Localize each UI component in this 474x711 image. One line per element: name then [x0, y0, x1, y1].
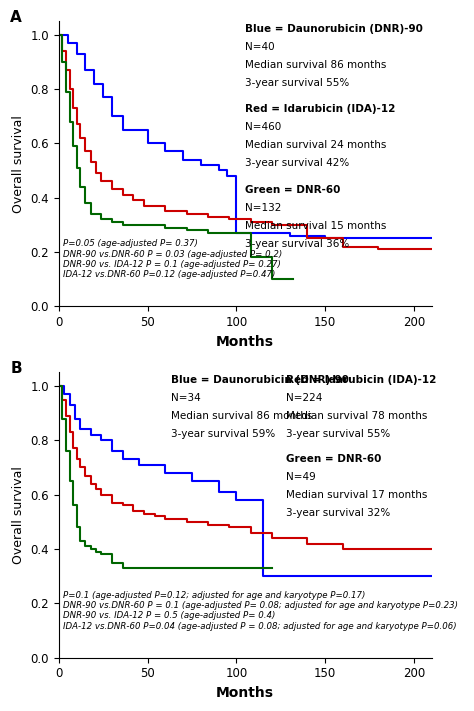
- Text: Median survival 17 months: Median survival 17 months: [286, 490, 428, 501]
- Text: N=224: N=224: [286, 393, 323, 403]
- Text: Green = DNR-60: Green = DNR-60: [245, 185, 341, 195]
- Text: N=132: N=132: [245, 203, 282, 213]
- Text: N=40: N=40: [245, 42, 275, 52]
- Text: Median survival 86 months: Median survival 86 months: [245, 60, 387, 70]
- Text: P=0.1 (age-adjusted P=0.12; adjusted for age and karyotype P=0.17)
DNR-90 vs.DNR: P=0.1 (age-adjusted P=0.12; adjusted for…: [63, 591, 457, 631]
- Text: 3-year survival 36%: 3-year survival 36%: [245, 239, 349, 249]
- Y-axis label: Overall survival: Overall survival: [12, 466, 25, 564]
- Text: Red = Idarubicin (IDA)-12: Red = Idarubicin (IDA)-12: [245, 105, 396, 114]
- Text: A: A: [10, 10, 22, 25]
- Text: 3-year survival 42%: 3-year survival 42%: [245, 159, 349, 169]
- Text: Blue = Daunorubicin (DNR)-90: Blue = Daunorubicin (DNR)-90: [171, 375, 348, 385]
- Text: Median survival 78 months: Median survival 78 months: [286, 411, 428, 421]
- Text: N=460: N=460: [245, 122, 282, 132]
- Text: 3-year survival 32%: 3-year survival 32%: [286, 508, 391, 518]
- Text: P=0.05 (age-adjusted P= 0.37)
DNR-90 vs.DNR-60 P = 0.03 (age-adjusted P= 0.2)
DN: P=0.05 (age-adjusted P= 0.37) DNR-90 vs.…: [63, 240, 282, 279]
- Text: Median survival 24 months: Median survival 24 months: [245, 140, 387, 150]
- X-axis label: Months: Months: [216, 686, 274, 700]
- Text: 3-year survival 55%: 3-year survival 55%: [245, 77, 349, 88]
- Text: Blue = Daunorubicin (DNR)-90: Blue = Daunorubicin (DNR)-90: [245, 24, 423, 34]
- Text: B: B: [10, 361, 22, 376]
- Text: 3-year survival 55%: 3-year survival 55%: [286, 429, 391, 439]
- Text: Green = DNR-60: Green = DNR-60: [286, 454, 382, 464]
- Text: N=49: N=49: [286, 472, 316, 482]
- Text: N=34: N=34: [171, 393, 201, 403]
- Y-axis label: Overall survival: Overall survival: [12, 114, 25, 213]
- Text: 3-year survival 59%: 3-year survival 59%: [171, 429, 275, 439]
- Text: Median survival 15 months: Median survival 15 months: [245, 220, 387, 230]
- Text: Red = Idarubicin (IDA)-12: Red = Idarubicin (IDA)-12: [286, 375, 437, 385]
- X-axis label: Months: Months: [216, 335, 274, 348]
- Text: Median survival 86 months: Median survival 86 months: [171, 411, 312, 421]
